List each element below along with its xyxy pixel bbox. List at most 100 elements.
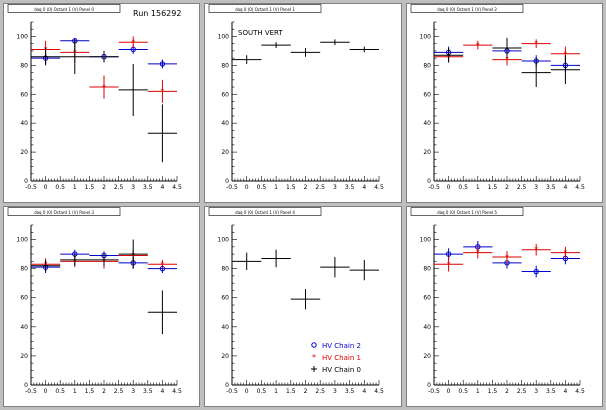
legend-marker-star: * xyxy=(312,353,316,362)
y-tick-label: 80 xyxy=(20,266,28,273)
x-tick-label: 0 xyxy=(447,184,451,191)
x-tick-label: -0.5 xyxy=(25,184,37,191)
x-tick-label: -0.5 xyxy=(428,388,440,395)
x-tick-label: 4.5 xyxy=(374,388,384,395)
x-tick-label: 2 xyxy=(505,388,509,395)
y-tick-label: 40 xyxy=(221,120,229,127)
x-tick-label: 0 xyxy=(447,388,451,395)
pad-frame xyxy=(3,3,200,203)
x-tick-label: 3 xyxy=(131,388,135,395)
legend-entry: HV Chain 0 xyxy=(311,366,361,374)
legend-label: HV Chain 0 xyxy=(322,366,361,374)
y-tick-label: 20 xyxy=(20,149,28,156)
x-tick-label: 1 xyxy=(274,388,278,395)
series-hv-chain-0 xyxy=(232,39,379,64)
x-tick-label: 0.5 xyxy=(458,388,468,395)
data-point-marker-star: * xyxy=(476,249,480,258)
title-box xyxy=(7,4,121,13)
x-tick-label: 3 xyxy=(333,388,337,395)
x-tick-label: 2 xyxy=(304,184,308,191)
title-box xyxy=(410,207,524,216)
y-tick-label: 100 xyxy=(218,237,230,244)
x-tick-label: -0.5 xyxy=(25,388,37,395)
data-point-marker-star: * xyxy=(563,50,567,59)
x-tick-label: 3 xyxy=(534,184,538,191)
y-tick-label: 20 xyxy=(20,353,28,360)
data-point-marker-star: * xyxy=(131,38,135,47)
title-box xyxy=(7,207,121,216)
data-point-marker-circle xyxy=(445,251,452,257)
run-label: Run 156292 xyxy=(133,9,181,18)
y-tick-label: 40 xyxy=(20,324,28,331)
chart-pad-1: daq 0 (0) Octant 1 (V) Panel 1-0.5 0 0.5 1 1… xyxy=(204,3,402,203)
data-point-marker-star: * xyxy=(534,40,538,49)
x-tick-label: -0.5 xyxy=(226,388,238,395)
data-point-marker-star: * xyxy=(447,260,451,269)
x-tick-label: 1.5 xyxy=(488,184,498,191)
chart-title: daq 0 (0) Octant 1 (V) Panel 1 xyxy=(235,7,295,12)
x-tick-label: 1 xyxy=(476,184,480,191)
y-tick-label: 60 xyxy=(20,91,28,98)
legend-label: HV Chain 2 xyxy=(322,342,361,350)
chart-title: daq 0 (0) Octant 1 (V) Panel 3 xyxy=(34,210,94,215)
x-tick-label: 4.5 xyxy=(172,184,182,191)
x-tick-label: 1.5 xyxy=(85,184,95,191)
y-tick-label: 60 xyxy=(423,91,431,98)
chart-pad-4: daq 0 (0) Octant 1 (V) Panel 4-0.5 0 0.5 1 1… xyxy=(204,206,402,407)
series-hv-chain-1: ***** xyxy=(31,36,177,103)
y-tick-label: 20 xyxy=(221,149,229,156)
data-point-marker-circle xyxy=(159,61,166,67)
series-hv-chain-0 xyxy=(31,39,177,163)
legend: HV Chain 2 * HV Chain 1 HV Chain 0 xyxy=(311,342,361,374)
x-tick-label: 3 xyxy=(534,388,538,395)
y-tick-label: 0 xyxy=(24,382,28,389)
x-tick-label: 4.5 xyxy=(575,388,585,395)
x-tick-label: 4.5 xyxy=(374,184,384,191)
y-tick-label: 100 xyxy=(17,33,29,40)
x-tick-label: 4 xyxy=(160,184,164,191)
title-box xyxy=(410,4,524,13)
y-tick-label: 0 xyxy=(427,382,431,389)
y-tick-label: 60 xyxy=(423,295,431,302)
y-tick-label: 100 xyxy=(218,33,230,40)
y-tick-label: 20 xyxy=(423,353,431,360)
x-tick-label: 0 xyxy=(245,184,249,191)
y-tick-label: 40 xyxy=(423,324,431,331)
x-tick-label: 2.5 xyxy=(315,388,325,395)
y-tick-label: 60 xyxy=(20,295,28,302)
data-point-marker-star: * xyxy=(160,87,164,96)
x-tick-label: 3.5 xyxy=(143,388,153,395)
x-tick-label: 0 xyxy=(44,184,48,191)
y-tick-label: 80 xyxy=(221,266,229,273)
x-tick-label: -0.5 xyxy=(428,184,440,191)
chart-title: daq 0 (0) Octant 1 (V) Panel 4 xyxy=(235,210,295,215)
x-tick-label: 4.5 xyxy=(575,184,585,191)
y-tick-label: 100 xyxy=(17,237,29,244)
x-tick-label: 2.5 xyxy=(517,184,527,191)
pad-frame xyxy=(406,206,603,407)
x-tick-label: 1 xyxy=(476,388,480,395)
x-tick-label: 4.5 xyxy=(172,388,182,395)
chart-pad-0: daq 0 (0) Octant 1 (V) Panel 0-0.5 0 0.5 1 1… xyxy=(3,3,200,203)
y-tick-label: 80 xyxy=(423,62,431,69)
x-tick-label: 2.5 xyxy=(517,388,527,395)
chart-title: daq 0 (0) Octant 1 (V) Panel 2 xyxy=(437,7,497,12)
x-tick-label: 4 xyxy=(160,388,164,395)
y-tick-label: 80 xyxy=(423,266,431,273)
y-tick-label: 60 xyxy=(221,91,229,98)
legend-entry: HV Chain 2 xyxy=(311,342,361,350)
data-point-marker-star: * xyxy=(505,253,509,262)
chart-pad-5: daq 0 (0) Octant 1 (V) Panel 5-0.5 0 0.5 1 1… xyxy=(406,206,603,407)
y-tick-label: 0 xyxy=(225,382,229,389)
pad-frame xyxy=(204,3,402,203)
pad-frame xyxy=(406,3,603,203)
x-tick-label: 4 xyxy=(563,388,567,395)
y-tick-label: 0 xyxy=(427,178,431,185)
panel-annotation: SOUTH VERT xyxy=(238,29,283,37)
x-tick-label: 3.5 xyxy=(345,184,355,191)
x-tick-label: 2 xyxy=(102,388,106,395)
x-tick-label: 1 xyxy=(274,184,278,191)
x-tick-label: 3.5 xyxy=(546,388,556,395)
x-tick-label: 3.5 xyxy=(143,184,153,191)
